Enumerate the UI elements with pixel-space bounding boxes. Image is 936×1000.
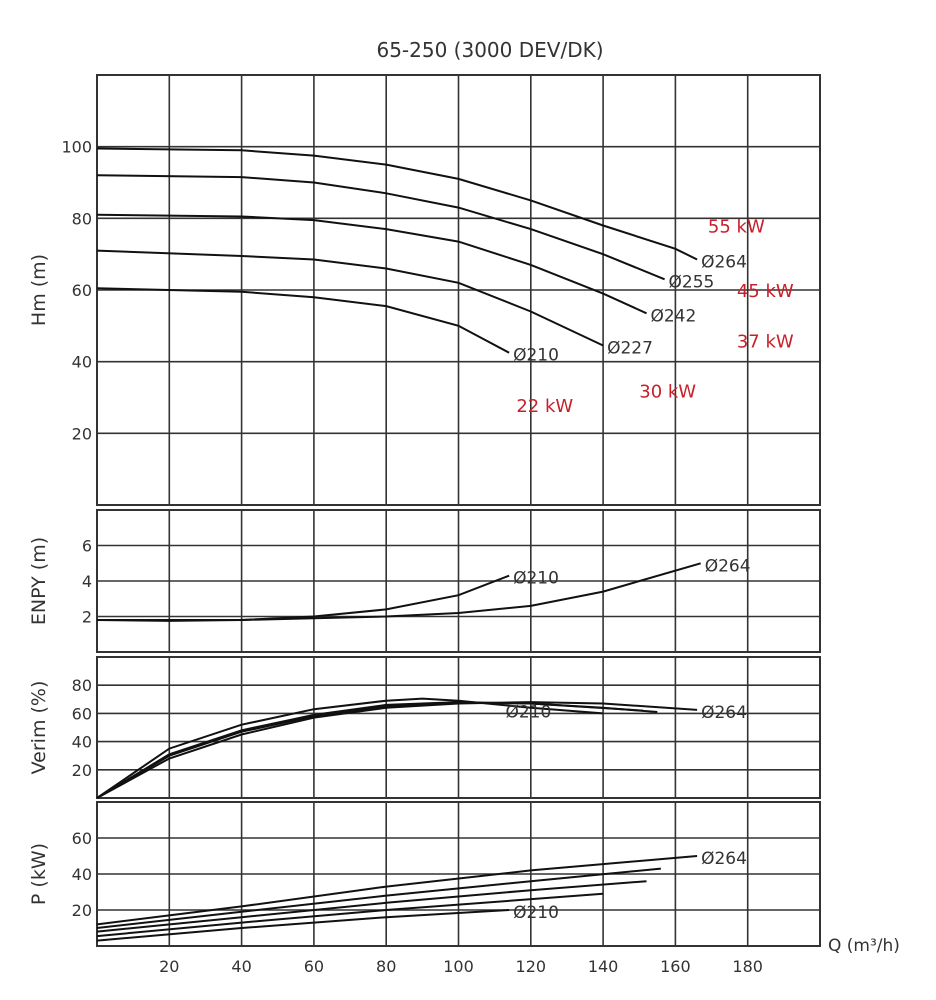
y-tick-label: 2 bbox=[82, 608, 92, 627]
y-tick-label: 20 bbox=[72, 901, 92, 920]
curve-label: Ø210 bbox=[513, 569, 559, 589]
y-tick-label: 80 bbox=[72, 676, 92, 695]
curve-label: Ø210 bbox=[513, 903, 559, 923]
power-annotation: 55 kW bbox=[708, 217, 765, 238]
curve-d210 bbox=[96, 909, 510, 942]
y-tick-label: 4 bbox=[82, 572, 92, 591]
curve-d264 bbox=[96, 562, 701, 622]
curve-d255 bbox=[96, 174, 665, 281]
y-tick-label: 40 bbox=[72, 733, 92, 752]
curve-d227 bbox=[96, 892, 604, 938]
y-tick-label: 100 bbox=[61, 138, 92, 157]
curve-d210 bbox=[97, 574, 510, 621]
y-tick-label: 20 bbox=[72, 761, 92, 780]
y-tick-label: 60 bbox=[72, 829, 92, 848]
panel-efficiency: 20 40 60 80 Verim (%) Ø264 Ø210 bbox=[28, 656, 821, 799]
curve-label: Ø264 bbox=[701, 849, 747, 869]
x-tick-label: 160 bbox=[660, 957, 691, 976]
power-annotation: 30 kW bbox=[639, 382, 696, 403]
panel-npsh: 2 4 6 ENPY (m) Ø264 Ø210 bbox=[28, 509, 821, 653]
curve-label: Ø255 bbox=[669, 272, 715, 292]
panel-frame bbox=[96, 509, 821, 653]
y-tick-label: 20 bbox=[72, 424, 92, 443]
curve-d242 bbox=[96, 213, 647, 315]
panel-frame bbox=[96, 656, 821, 799]
x-axis-label: Q (m³/h) bbox=[828, 936, 900, 956]
x-tick-label: 40 bbox=[231, 957, 251, 976]
power-annotation: 37 kW bbox=[737, 331, 794, 352]
panel-power: 20 40 60 P (kW) Ø264 Ø210 bbox=[28, 801, 821, 947]
curve-d210 bbox=[96, 697, 604, 799]
chart-title: 65-250 (3000 DEV/DK) bbox=[376, 38, 603, 62]
x-tick-label: 180 bbox=[732, 957, 763, 976]
x-tick-label: 80 bbox=[376, 957, 396, 976]
panel-frame bbox=[96, 74, 821, 506]
curve-d242 bbox=[96, 701, 643, 799]
x-tick-label: 140 bbox=[588, 957, 619, 976]
x-tick-label: 20 bbox=[159, 957, 179, 976]
y-axis-label: Hm (m) bbox=[28, 254, 50, 326]
panel-frame bbox=[96, 801, 821, 947]
y-axis-label: P (kW) bbox=[28, 843, 50, 905]
y-tick-label: 80 bbox=[72, 209, 92, 228]
curve-label: Ø264 bbox=[701, 253, 747, 273]
curve-d264 bbox=[96, 147, 698, 261]
y-tick-label: 40 bbox=[72, 353, 92, 372]
power-annotation: 45 kW bbox=[737, 281, 794, 302]
y-axis-label: Verim (%) bbox=[28, 681, 50, 775]
x-tick-label: 120 bbox=[516, 957, 547, 976]
curve-d210 bbox=[96, 287, 510, 354]
curve-label: Ø227 bbox=[607, 339, 653, 359]
curve-label: Ø210 bbox=[505, 703, 551, 723]
y-tick-label: 40 bbox=[72, 865, 92, 884]
curve-d227 bbox=[96, 249, 604, 347]
y-tick-label: 60 bbox=[72, 704, 92, 723]
curve-label: Ø242 bbox=[650, 306, 696, 326]
curve-d264 bbox=[96, 855, 698, 926]
curve-d264 bbox=[96, 701, 698, 799]
curve-label: Ø210 bbox=[513, 346, 559, 366]
curve-label: Ø264 bbox=[701, 703, 747, 723]
power-annotation: 22 kW bbox=[516, 396, 573, 417]
x-tick-label: 60 bbox=[304, 957, 324, 976]
y-tick-label: 60 bbox=[72, 281, 92, 300]
curve-d255 bbox=[96, 867, 661, 929]
curve-label: Ø264 bbox=[705, 556, 751, 576]
y-axis-label: ENPY (m) bbox=[28, 537, 50, 625]
y-tick-label: 6 bbox=[82, 537, 92, 556]
x-tick-label: 100 bbox=[443, 957, 474, 976]
curve-d242 bbox=[96, 880, 647, 933]
